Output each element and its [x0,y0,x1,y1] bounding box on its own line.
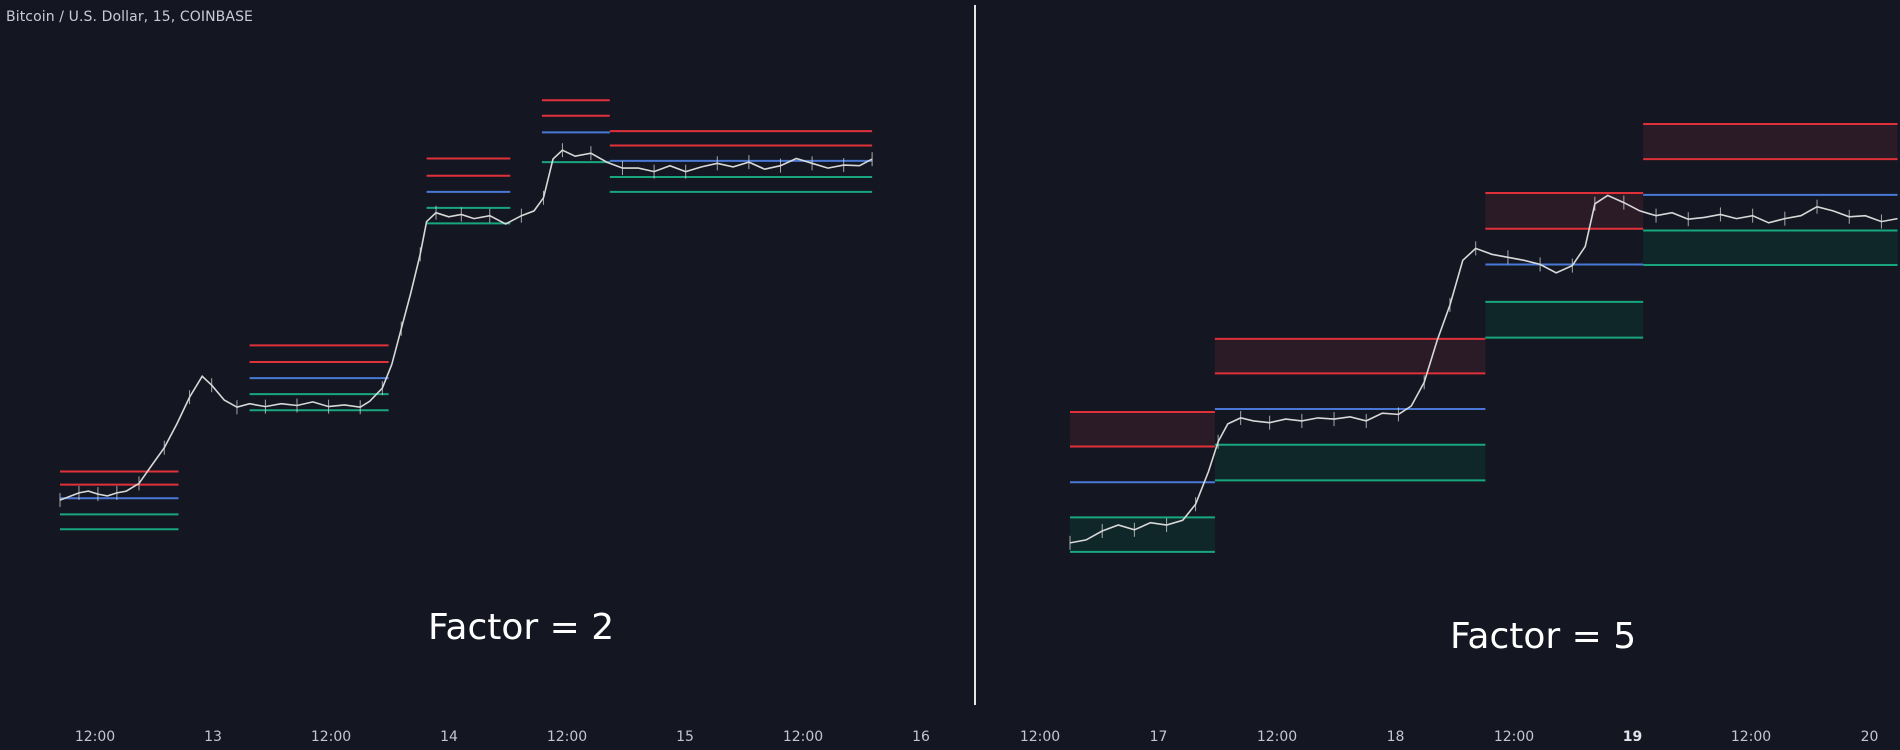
factor-label-left: Factor = 2 [428,607,615,648]
support-zone-fill [1643,230,1898,266]
support-zone-fill [1214,444,1486,481]
x-tick-label: 12:00 [546,729,588,745]
price-line [1069,194,1898,544]
resistance-zone-fill [1485,193,1644,229]
x-tick-label: 12:00 [1019,729,1061,745]
price-line [59,149,873,501]
x-tick-label: 20 [1860,729,1879,745]
resistance-zone-fill [1643,124,1898,160]
resistance-zone-fill [1214,338,1486,374]
x-tick-label: 19 [1622,729,1643,745]
x-tick-label: 12:00 [310,729,352,745]
factor-label-right: Factor = 5 [1450,616,1637,657]
x-tick-label: 12:00 [782,729,824,745]
support-zone-fill [1485,301,1644,338]
x-tick-label: 13 [204,729,222,745]
x-tick-label: 16 [912,729,930,745]
symbol-title: Bitcoin / U.S. Dollar, 15, COINBASE [6,9,253,25]
x-tick-label: 14 [440,729,458,745]
x-tick-label: 12:00 [74,729,116,745]
x-tick-label: 12:00 [1493,729,1535,745]
x-tick-label: 12:00 [1730,729,1772,745]
x-tick-label: 12:00 [1256,729,1298,745]
x-tick-label: 15 [676,729,694,745]
support-zone-fill [1070,517,1215,552]
x-tick-label: 17 [1149,729,1168,745]
resistance-zone-fill [1070,412,1215,447]
x-tick-label: 18 [1386,729,1405,745]
